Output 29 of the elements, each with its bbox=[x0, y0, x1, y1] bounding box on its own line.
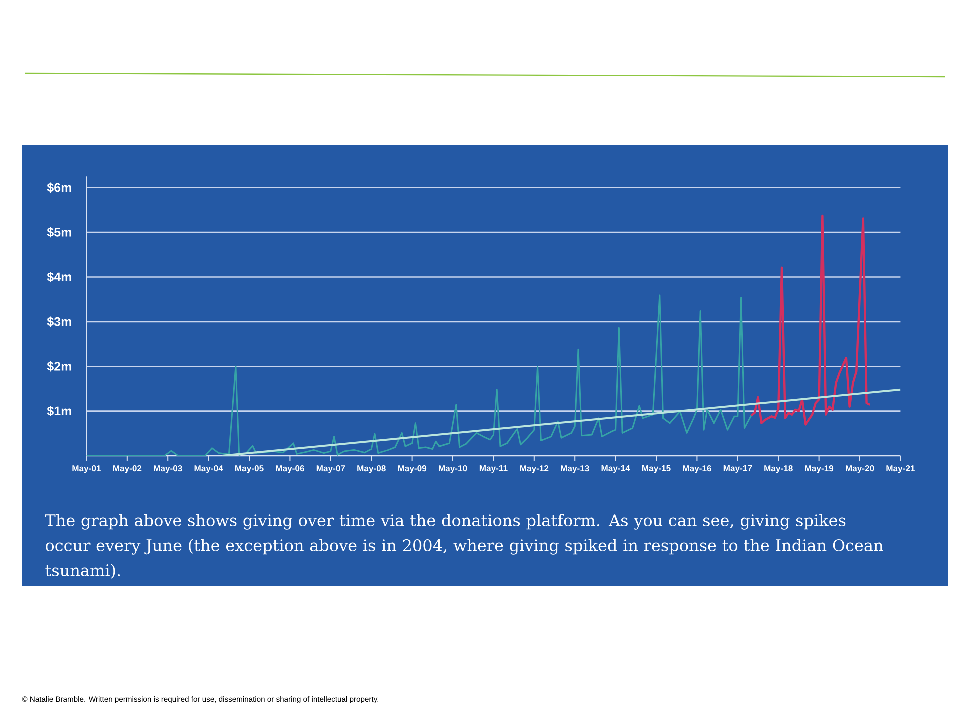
x-tick-label: May-07 bbox=[316, 466, 346, 474]
x-tick-label: May-05 bbox=[236, 466, 264, 474]
x-tick-label: May-08 bbox=[358, 466, 386, 474]
x-tick-label: May-06 bbox=[276, 466, 304, 474]
y-tick-label: $5m bbox=[47, 227, 72, 238]
x-tick-label: May-09 bbox=[398, 466, 427, 474]
y-tick-label: $3m bbox=[47, 316, 72, 328]
x-tick-label: May-12 bbox=[520, 466, 549, 474]
x-tick-label: May-19 bbox=[805, 466, 834, 474]
y-tick-label: $4m bbox=[47, 272, 72, 282]
x-tick-label: May-04 bbox=[194, 466, 224, 474]
y-tick-label: $1m bbox=[47, 406, 72, 416]
x-tick-label: May-10 bbox=[439, 466, 468, 474]
x-tick-label: May-13 bbox=[561, 466, 590, 474]
x-tick-label: May-02 bbox=[113, 466, 142, 474]
x-tick-label: May-15 bbox=[642, 466, 671, 474]
x-tick-label: May-18 bbox=[764, 466, 793, 474]
y-tick-label: $6m bbox=[47, 182, 72, 193]
x-tick-label: May-20 bbox=[846, 466, 874, 474]
x-tick-label: May-14 bbox=[602, 466, 630, 474]
x-tick-label: May-21 bbox=[886, 466, 916, 474]
x-tick-label: May-03 bbox=[154, 466, 182, 474]
x-tick-label: May-01 bbox=[72, 466, 102, 474]
x-tick-label: May-11 bbox=[480, 466, 508, 474]
line-series bbox=[86, 294, 752, 456]
y-tick-label: $2m bbox=[47, 362, 72, 372]
text: The graph above shows giving over time via the donations platform. As you can see, giving spikes occur every June (the exception above is in 2004, where giving spiked in response to the Indian Ocean tsunami). bbox=[45, 514, 884, 579]
x-tick-label: May-16 bbox=[683, 466, 712, 474]
x-tick-label: May-17 bbox=[724, 466, 752, 474]
